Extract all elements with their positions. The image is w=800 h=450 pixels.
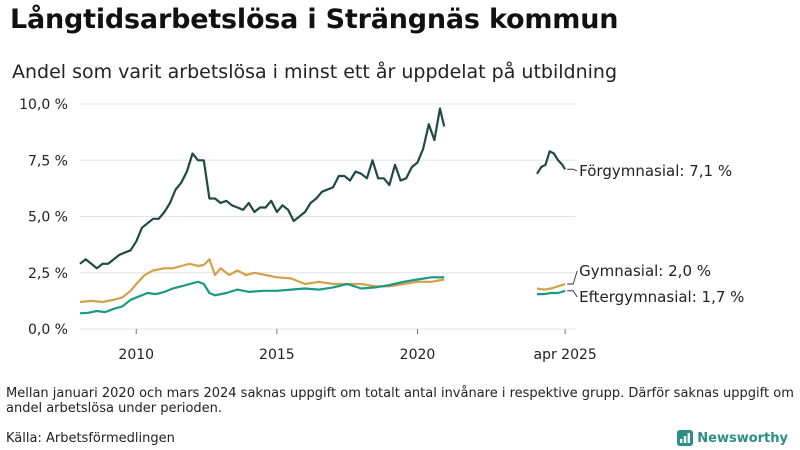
series-lines — [79, 107, 567, 315]
brand-logo: Newsworthy — [677, 430, 788, 446]
x-axis: 2010 2015 2020 apr 2025 — [118, 329, 597, 363]
x-tick-label: 2020 — [400, 347, 436, 363]
leader-line-gymnasial — [567, 270, 578, 285]
leader-line-förgymnasial — [567, 168, 578, 172]
x-tick-label: 2015 — [259, 347, 295, 363]
x-tick-label: apr 2025 — [534, 347, 597, 363]
y-tick-label: 7,5 % — [28, 153, 68, 169]
series-line-gymnasial — [536, 282, 566, 291]
newsworthy-logo-icon — [677, 430, 694, 446]
line-chart: 0,0 % 2,5 % 5,0 % 7,5 % 10,0 % 2010 2015 2020 a… — [19, 97, 744, 363]
chart-subtitle: Andel som varit arbetslösa i minst ett å… — [12, 61, 618, 83]
leader-line-eftergymnasial — [567, 290, 578, 298]
gridlines — [80, 103, 575, 330]
end-label-förgymnasial: Förgymnasial: 7,1 % — [579, 162, 732, 180]
series-line-eftergymnasial — [537, 289, 566, 296]
series-line-eftergymnasial — [79, 276, 445, 315]
end-label-eftergymnasial: Eftergymnasial: 1,7 % — [579, 288, 744, 306]
brand-name: Newsworthy — [697, 430, 788, 446]
y-tick-label: 0,0 % — [28, 322, 68, 338]
series-line-förgymnasial — [79, 107, 446, 270]
end-labels: Förgymnasial: 7,1 % Gymnasial: 2,0 % Efter… — [567, 162, 744, 306]
y-tick-label: 10,0 % — [19, 97, 68, 113]
x-tick-label: 2010 — [118, 347, 154, 363]
y-tick-label: 5,0 % — [28, 210, 68, 226]
series-line-gymnasial — [79, 258, 445, 304]
source-text: Källa: Arbetsförmedlingen — [6, 431, 175, 446]
chart-title: Långtidsarbetslösa i Strängnäs kommun — [10, 4, 619, 35]
end-label-gymnasial: Gymnasial: 2,0 % — [579, 262, 711, 280]
y-tick-label: 2,5 % — [28, 266, 68, 282]
y-axis: 0,0 % 2,5 % 5,0 % 7,5 % 10,0 % — [19, 97, 68, 338]
series-line-förgymnasial — [536, 150, 567, 175]
footnote: Mellan januari 2020 och mars 2024 saknas… — [6, 386, 794, 416]
